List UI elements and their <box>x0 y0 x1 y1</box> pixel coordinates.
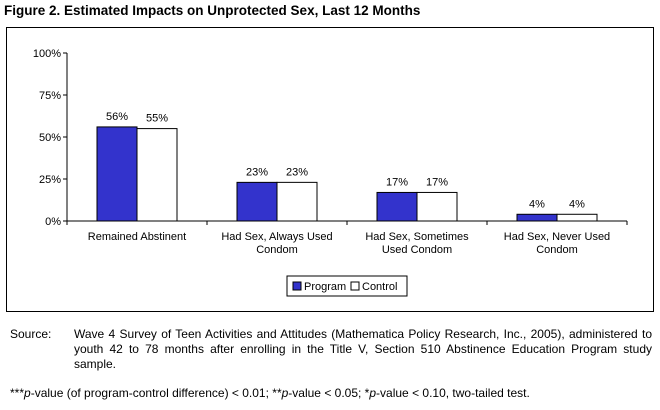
legend-box <box>286 275 408 297</box>
source-text: Wave 4 Survey of Teen Activities and Att… <box>74 327 652 371</box>
data-label-program: 17% <box>386 176 408 188</box>
significance-footnote: ***p-value (of program-control differenc… <box>10 386 654 400</box>
bar-program <box>96 126 138 222</box>
category-label: Remained Abstinent <box>88 231 186 243</box>
category-label: Condom <box>256 244 298 256</box>
y-tick-label: 0% <box>45 216 61 228</box>
data-label-program: 4% <box>529 198 545 210</box>
data-label-control: 23% <box>286 166 308 178</box>
data-label-program: 56% <box>106 111 128 123</box>
y-tick-label: 50% <box>39 132 61 144</box>
bar-control <box>276 181 318 222</box>
legend-swatch-control <box>350 281 360 291</box>
footnote-p-3: p <box>369 386 377 400</box>
footnote-p-2: p <box>281 386 289 400</box>
data-label-program: 23% <box>246 166 268 178</box>
category-label: Condom <box>536 244 578 256</box>
category-label: Had Sex, Never Used <box>504 231 610 243</box>
bar-program <box>376 191 418 222</box>
footnote-text-1: -value (of program-control difference) <… <box>30 386 282 400</box>
footnote-text-2: -value < 0.05; * <box>288 386 370 400</box>
legend-swatch-program <box>292 281 302 291</box>
y-tick-label: 75% <box>39 90 61 102</box>
data-label-control: 4% <box>569 198 585 210</box>
bar-program <box>236 181 278 222</box>
y-tick-label: 25% <box>39 174 61 186</box>
figure-title: Figure 2. Estimated Impacts on Unprotect… <box>4 3 421 18</box>
footnote-p-1: p <box>24 386 31 400</box>
category-label: Had Sex, Always Used <box>221 231 332 243</box>
bar-program <box>516 213 558 222</box>
bar-control <box>556 213 598 222</box>
legend-label-control: Control <box>362 281 397 293</box>
data-label-control: 55% <box>146 113 168 125</box>
footnote-text-3: -value < 0.10, two-tailed test. <box>376 386 530 400</box>
bar-control <box>136 128 178 222</box>
data-label-control: 17% <box>426 176 448 188</box>
bar-control <box>416 191 458 222</box>
y-tick-label: 100% <box>33 48 61 60</box>
footnote-stars-1: *** <box>10 386 25 400</box>
bar-chart: 0% 25% 50% 75% 100% 56% 55% Remained Abstinent 2… <box>33 48 628 297</box>
legend-label-program: Program <box>304 281 346 293</box>
source-label: Source: <box>10 327 52 341</box>
chart-frame: 0% 25% 50% 75% 100% 56% 55% Remained Abstinent 2… <box>6 27 654 312</box>
category-label: Had Sex, Sometimes <box>365 231 469 243</box>
category-label: Used Condom <box>382 244 452 256</box>
